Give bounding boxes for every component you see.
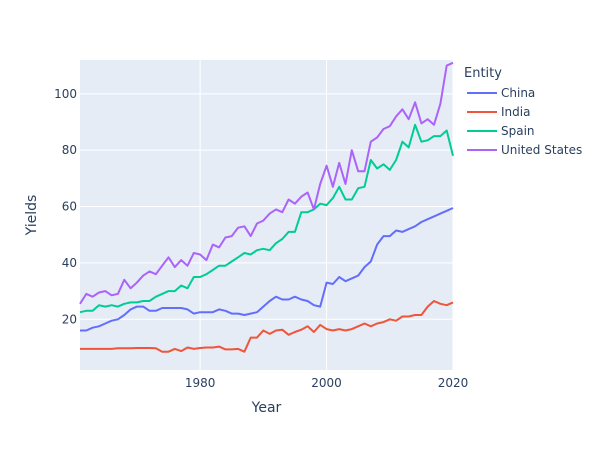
y-tick-label: 40 <box>62 256 77 270</box>
y-tick-label: 80 <box>62 143 77 157</box>
legend[interactable]: Entity China India Spain United States <box>464 66 582 157</box>
series-line-spain <box>79 123 454 314</box>
y-axis-ticks: 20 40 60 80 100 <box>54 87 77 326</box>
x-tick-label: 1980 <box>185 376 216 390</box>
x-tick-label: 2000 <box>311 376 342 390</box>
series-line-india <box>80 300 454 353</box>
series-lines <box>79 61 454 353</box>
legend-item-united-states[interactable]: United States <box>467 143 582 157</box>
legend-label: United States <box>501 143 582 157</box>
legend-title: Entity <box>464 66 502 81</box>
x-tick-label: 2020 <box>438 376 469 390</box>
y-axis-title: Yields <box>24 195 40 237</box>
y-tick-label: 20 <box>62 312 77 326</box>
legend-item-china[interactable]: China <box>467 86 535 100</box>
legend-item-india[interactable]: India <box>467 105 530 119</box>
legend-label: India <box>501 105 530 119</box>
series-line-china <box>80 207 454 332</box>
legend-label: Spain <box>501 124 535 138</box>
y-tick-label: 100 <box>54 87 77 101</box>
legend-label: China <box>501 86 535 100</box>
series-line-united-states <box>79 61 454 305</box>
legend-item-spain[interactable]: Spain <box>467 124 535 138</box>
x-axis-title: Year <box>251 400 282 416</box>
x-axis-ticks: 1980 2000 2020 <box>185 376 468 390</box>
plot-background <box>80 60 453 370</box>
y-tick-label: 60 <box>62 200 77 214</box>
grid-lines <box>80 60 454 370</box>
